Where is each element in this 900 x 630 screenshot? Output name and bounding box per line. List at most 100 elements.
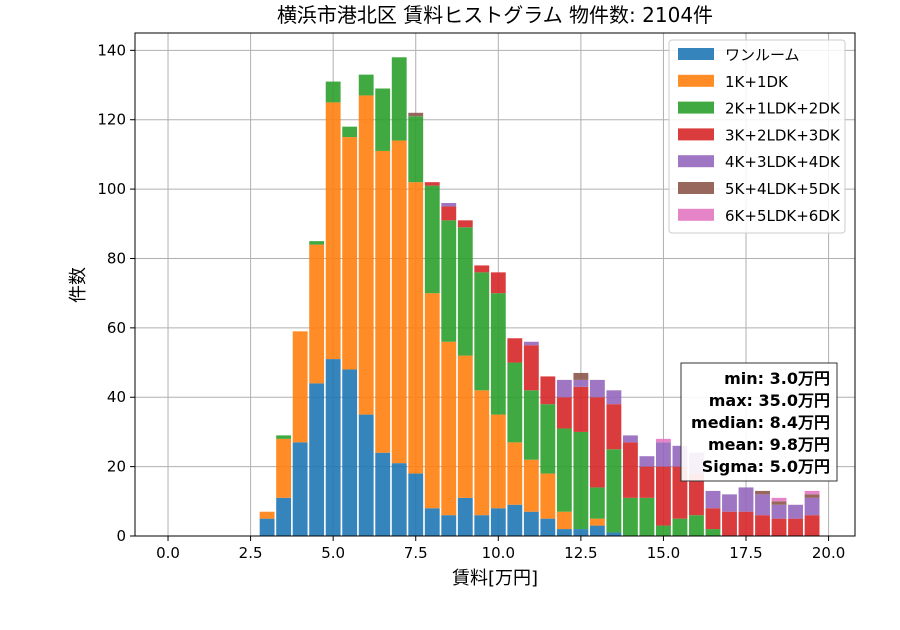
bar-segment — [573, 529, 589, 536]
x-tick-label: 2.5 — [239, 544, 263, 562]
x-tick-label: 5.0 — [321, 544, 345, 562]
bar-segment — [490, 293, 506, 415]
bar-segment — [441, 206, 457, 221]
bar-segment — [523, 345, 539, 391]
legend-swatch — [678, 155, 714, 168]
legend-swatch — [678, 48, 714, 60]
bar-segment — [474, 265, 490, 273]
x-tick-label: 10.0 — [482, 544, 515, 562]
bar-segment — [556, 379, 572, 398]
legend-label: ワンルーム — [725, 46, 800, 64]
bar-segment — [738, 487, 754, 512]
bar-segment — [589, 518, 605, 526]
legend-label: 4K+3LDK+4DK — [725, 153, 841, 171]
bar-segment — [573, 431, 589, 530]
bar-segment — [358, 74, 374, 96]
x-tick-label: 17.5 — [729, 544, 762, 562]
bar-segment — [705, 508, 721, 530]
x-axis-label: 賃料[万円] — [452, 568, 538, 589]
bar-segment — [342, 137, 358, 370]
y-tick-label: 140 — [97, 41, 126, 59]
bar-segment — [391, 57, 407, 141]
bar-segment — [375, 452, 391, 536]
legend-swatch — [678, 128, 714, 141]
bar-segment — [424, 182, 440, 186]
bar-segment — [639, 456, 655, 467]
bar-segment — [589, 397, 605, 488]
bar-segment — [375, 150, 391, 453]
y-tick-label: 0 — [116, 527, 126, 545]
bar-segment — [490, 272, 506, 294]
bar-segment — [309, 241, 325, 245]
stats-line: max: 35.0万円 — [709, 391, 830, 410]
legend: ワンルーム 1K+1DK 2K+1LDK+2DK 3K+2LDK+3DK 4K+3LDK… — [668, 39, 846, 234]
bar-segment — [375, 88, 391, 151]
bar-segment — [259, 518, 275, 536]
stats-box: min: 3.0万円 max: 35.0万円 median: 8.4万円 mean: … — [680, 362, 838, 482]
stats-line: min: 3.0万円 — [724, 369, 830, 388]
bar-segment — [507, 338, 523, 363]
y-tick-label: 80 — [107, 249, 126, 267]
bar-segment — [276, 438, 292, 498]
bar-segment — [755, 490, 770, 495]
bar-segment — [738, 511, 754, 536]
bar-segment — [276, 497, 292, 536]
bar-segment — [523, 511, 539, 536]
bar-segment — [523, 390, 539, 460]
bar-segment — [325, 359, 341, 536]
stats-box-frame — [680, 362, 838, 482]
bar-segment — [639, 466, 655, 498]
bar-segment — [325, 102, 341, 360]
axes-frame — [134, 32, 856, 537]
bar-segment — [540, 376, 556, 405]
bar-segment — [457, 220, 473, 228]
legend-label: 6K+5LDK+6DK — [725, 207, 841, 225]
bar-segment — [408, 182, 424, 474]
bar-segment — [292, 331, 308, 443]
bar-segment — [424, 293, 440, 509]
bar-segment — [672, 518, 688, 536]
bar-segment — [441, 515, 457, 536]
bar-segment — [573, 386, 589, 432]
bar-segment — [391, 463, 407, 536]
legend-swatch — [678, 74, 714, 87]
bar-segment — [424, 508, 440, 536]
bar-segment — [523, 459, 539, 512]
bar-segment — [788, 504, 803, 519]
bar-segment — [573, 379, 589, 387]
bar-segment — [358, 95, 374, 415]
bar-segment — [639, 497, 655, 536]
bar-segment — [309, 244, 325, 384]
bar-segment — [490, 414, 506, 509]
bar-segment — [705, 490, 721, 509]
x-tick-label: 12.5 — [564, 544, 597, 562]
bar-segment — [342, 369, 358, 536]
bar-segment — [540, 473, 556, 519]
bar-segment — [804, 497, 820, 516]
bar-segment — [722, 511, 737, 536]
x-tick-label: 0.0 — [156, 544, 180, 562]
bar-segment — [656, 525, 671, 536]
bar-segment — [656, 438, 671, 443]
bar-segment — [556, 511, 572, 530]
bar-segment — [804, 490, 820, 495]
x-tick-label: 15.0 — [647, 544, 680, 562]
bar-segment — [457, 355, 473, 498]
y-tick-label: 20 — [107, 458, 126, 476]
legend-swatch — [678, 101, 714, 114]
bar-segment — [606, 532, 622, 536]
stats-line: Sigma: 5.0万円 — [702, 457, 830, 476]
bar-segment — [556, 428, 572, 512]
bar-segment — [507, 504, 523, 536]
bar-segment — [606, 404, 622, 450]
bar-segment — [788, 518, 803, 536]
bar-segment — [490, 508, 506, 536]
bar-segment — [804, 515, 820, 536]
bar-segment — [589, 487, 605, 519]
bar-segment — [556, 397, 572, 429]
bar-segment — [408, 116, 424, 183]
legend-label: 2K+1LDK+2DK — [725, 100, 841, 118]
bar-segment — [755, 515, 770, 536]
bar-segment — [656, 442, 671, 467]
